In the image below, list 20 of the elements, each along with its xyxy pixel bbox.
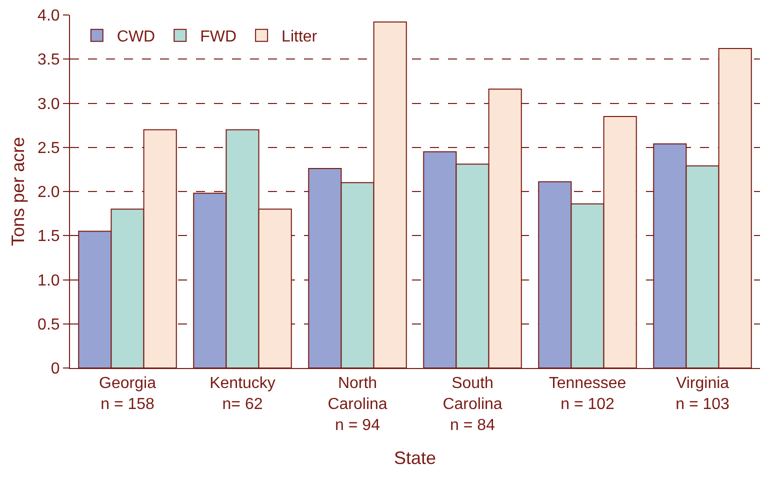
x-tick-label: Kentucky n= 62 [210,375,276,413]
y-tick-label: 2.5 [38,140,60,157]
x-tick-label: Virginia n = 103 [676,375,730,413]
y-tick-label: 3.5 [38,52,60,69]
x-tick-label: North Carolina n = 94 [328,375,388,434]
x-tick-label: Georgia n = 158 [99,375,156,413]
y-tick-label: 1.0 [38,272,60,290]
legend-label: FWD [200,28,237,46]
x-tick-label: Tennessee n = 102 [548,375,626,413]
y-tick-label: 2.0 [38,184,60,202]
y-tick-label: 3.0 [38,96,60,113]
y-tick-label: 0.5 [38,316,60,334]
x-axis-title: State [394,448,436,468]
y-tick-label: 1.5 [38,228,60,246]
legend-label: Litter [282,28,318,46]
y-tick-label: 0 [50,360,60,378]
y-tick-label: 4.0 [38,8,60,25]
y-axis-title: Tons per acre [8,136,28,246]
x-tick-label: South Carolina n = 84 [442,375,502,434]
legend-label: CWD [116,28,156,46]
